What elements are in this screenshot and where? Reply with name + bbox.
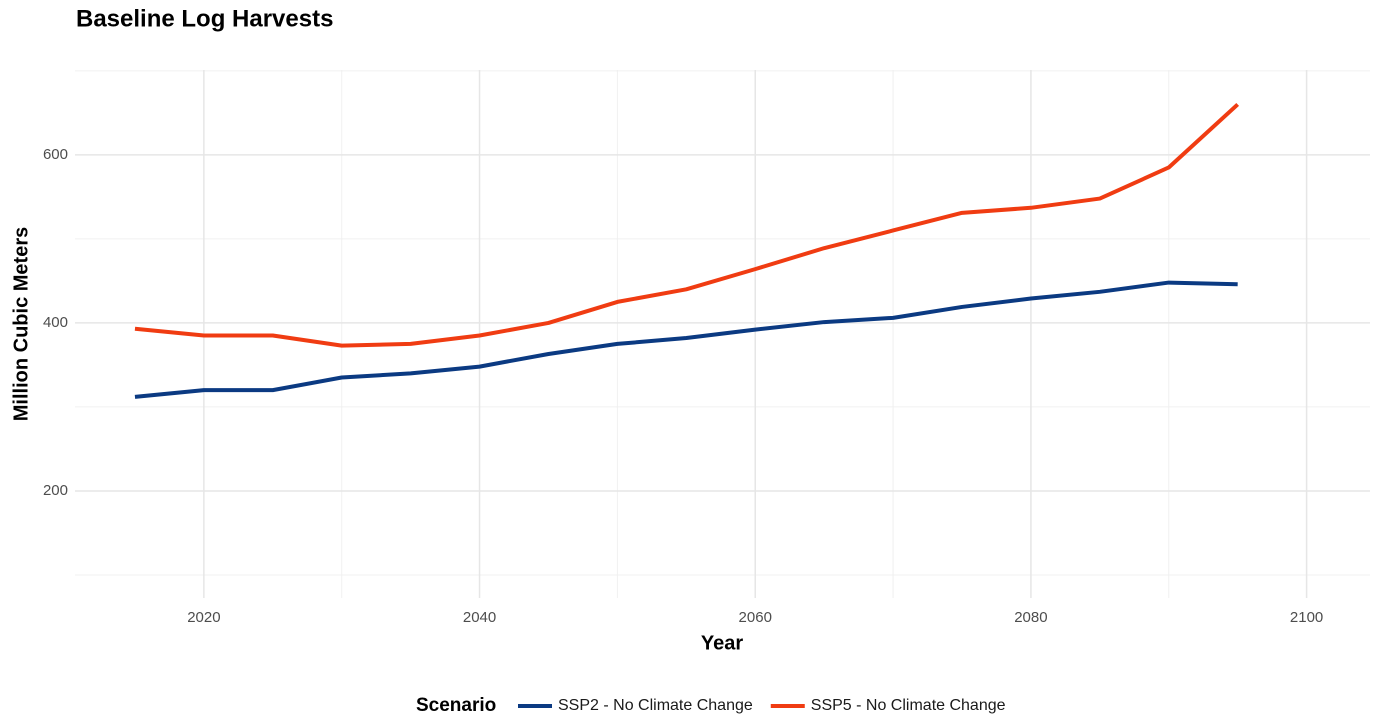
y-tick-label: 400 (43, 314, 68, 331)
y-axis-label: Million Cubic Meters (10, 227, 32, 421)
y-tick-label: 600 (43, 146, 68, 163)
x-tick-label: 2080 (1014, 609, 1047, 626)
x-tick-label: 2040 (463, 609, 496, 626)
legend-label: SSP2 - No Climate Change (558, 697, 753, 714)
line (134, 102, 1240, 348)
x-tick-label: 2020 (187, 609, 220, 626)
y-tick-label: 200 (43, 482, 68, 499)
x-axis-label: Year (701, 632, 743, 654)
legend-title: Scenario (416, 695, 496, 716)
line (134, 280, 1238, 399)
x-tick-label: 2060 (739, 609, 772, 626)
x-tick-label: 2100 (1290, 609, 1323, 626)
chart-title: Baseline Log Harvests (76, 5, 333, 32)
legend-label: SSP5 - No Climate Change (811, 697, 1006, 714)
